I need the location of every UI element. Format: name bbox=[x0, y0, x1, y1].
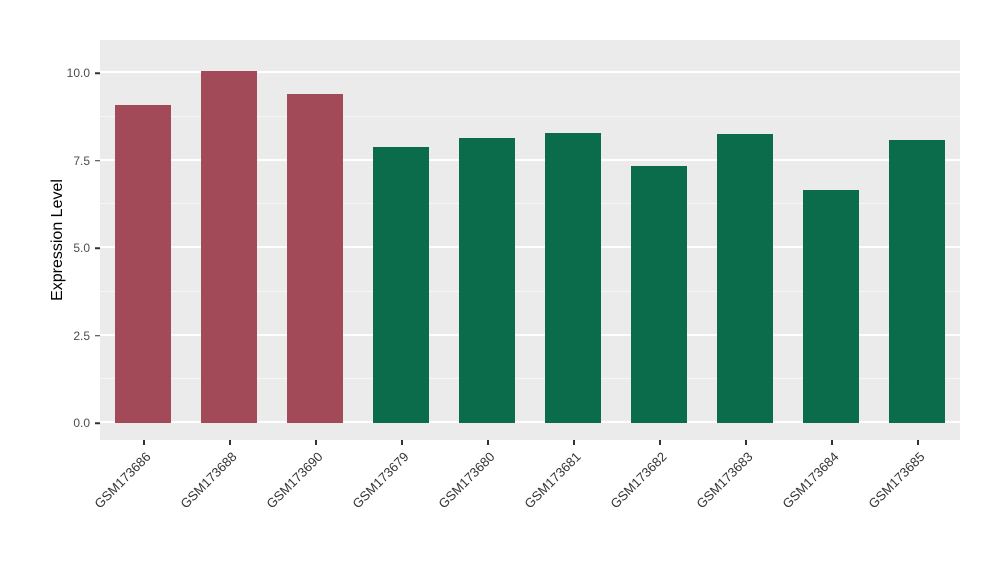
x-tick-label-GSM173683: GSM173683 bbox=[693, 449, 756, 512]
bar-GSM173682 bbox=[631, 165, 687, 423]
y-tick-mark bbox=[95, 159, 100, 162]
bar-GSM173683 bbox=[717, 134, 773, 423]
gridline-major bbox=[100, 246, 960, 248]
y-tick-mark bbox=[95, 72, 100, 74]
y-tick-mark bbox=[95, 334, 100, 337]
plot-panel bbox=[100, 40, 960, 440]
gridline-major bbox=[100, 158, 960, 161]
y-tick-mark bbox=[95, 247, 100, 249]
gridline-major bbox=[100, 333, 960, 336]
x-tick-mark bbox=[831, 440, 833, 445]
y-tick-label: 5.0 bbox=[73, 241, 90, 255]
bar-GSM173688 bbox=[201, 71, 257, 423]
y-tick-label: 7.5 bbox=[73, 153, 90, 168]
bar-GSM173685 bbox=[889, 139, 945, 423]
x-tick-mark bbox=[573, 440, 575, 445]
y-tick-label: 10.0 bbox=[66, 66, 90, 80]
x-tick-mark bbox=[487, 440, 489, 445]
x-tick-label-GSM173679: GSM173679 bbox=[349, 449, 412, 512]
x-tick-mark bbox=[745, 440, 747, 445]
x-tick-label-GSM173681: GSM173681 bbox=[521, 449, 584, 512]
x-tick-mark bbox=[917, 440, 919, 445]
y-tick-label: 0.0 bbox=[73, 416, 90, 430]
gridline-minor bbox=[100, 115, 960, 117]
x-tick-label-GSM173684: GSM173684 bbox=[779, 449, 842, 512]
bar-GSM173686 bbox=[115, 104, 171, 423]
gridline-major bbox=[100, 421, 960, 423]
bar-GSM173679 bbox=[373, 146, 429, 423]
bar-GSM173680 bbox=[459, 137, 515, 423]
x-tick-mark bbox=[229, 440, 231, 445]
x-tick-label-GSM173685: GSM173685 bbox=[865, 449, 928, 512]
y-axis-title: Expression Level bbox=[49, 179, 66, 301]
gridline-minor bbox=[100, 203, 960, 205]
x-tick-label-GSM173688: GSM173688 bbox=[177, 449, 240, 512]
x-tick-label-GSM173690: GSM173690 bbox=[263, 449, 326, 512]
gridline-major bbox=[100, 71, 960, 73]
x-tick-label-GSM173686: GSM173686 bbox=[91, 449, 154, 512]
bar-GSM173684 bbox=[803, 190, 859, 423]
gridline-minor bbox=[100, 290, 960, 292]
y-tick-mark bbox=[95, 422, 100, 424]
bar-GSM173690 bbox=[287, 94, 343, 423]
y-tick-label: 2.5 bbox=[73, 328, 90, 343]
bar-GSM173681 bbox=[545, 132, 601, 423]
x-tick-mark bbox=[143, 440, 145, 445]
x-tick-mark bbox=[315, 440, 317, 445]
x-tick-label-GSM173682: GSM173682 bbox=[607, 449, 670, 512]
gridline-minor bbox=[100, 378, 960, 380]
x-tick-mark bbox=[401, 440, 403, 445]
x-tick-label-GSM173680: GSM173680 bbox=[435, 449, 498, 512]
x-tick-mark bbox=[659, 440, 661, 445]
